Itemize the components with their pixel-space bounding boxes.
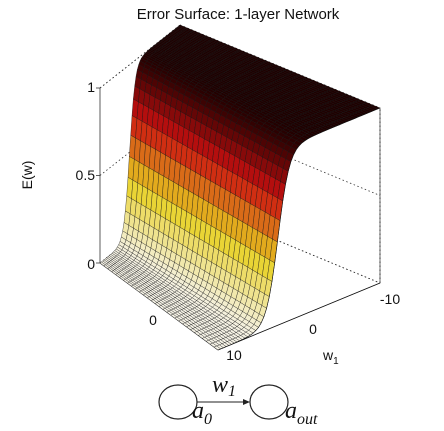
weight-label: w1 — [212, 372, 236, 400]
output-node-label: aout — [285, 398, 318, 428]
z-tick-0: 0 — [87, 256, 95, 272]
network-diagram: w1 a0 aout — [158, 372, 318, 428]
front-tick-10: 10 — [226, 347, 242, 363]
z-tick-1: 1 — [87, 79, 95, 95]
z-tick-0-5: 0.5 — [76, 167, 96, 183]
w1-axis-label: w1 — [322, 347, 339, 367]
input-node-label: a0 — [192, 398, 212, 428]
front-tick-0: 0 — [149, 312, 157, 328]
arrow-head — [243, 399, 250, 405]
surface-edge — [217, 107, 381, 351]
w1-tick-0: 0 — [309, 321, 317, 337]
w1-tick-neg10: -10 — [380, 291, 400, 307]
error-surface — [99, 24, 381, 351]
z-axis-label: E(w) — [19, 161, 35, 190]
output-node — [249, 384, 289, 420]
chart-title: Error Surface: 1-layer Network — [137, 6, 340, 23]
